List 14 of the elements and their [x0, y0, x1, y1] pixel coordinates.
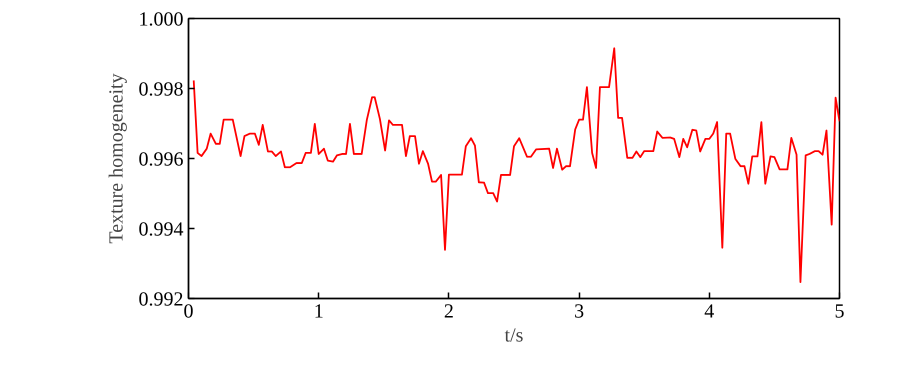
x-axis-title: t/s	[504, 324, 524, 346]
y-axis-title: Texture homogeneity	[106, 73, 128, 244]
y-tick-label: 0.998	[138, 78, 184, 100]
x-tick-label: 1	[314, 300, 324, 322]
y-tick-label: 0.992	[138, 288, 184, 310]
x-tick-label: 3	[574, 300, 584, 322]
x-tick-label: 4	[704, 300, 714, 322]
y-tick-label: 0.996	[138, 148, 184, 170]
x-tick-label: 0	[184, 300, 194, 322]
y-tick-label: 1.000	[138, 8, 184, 30]
y-tick-label: 0.994	[138, 218, 184, 240]
line-series	[192, 47, 840, 283]
x-tick-label: 5	[834, 300, 844, 322]
x-tick-label: 2	[444, 300, 454, 322]
